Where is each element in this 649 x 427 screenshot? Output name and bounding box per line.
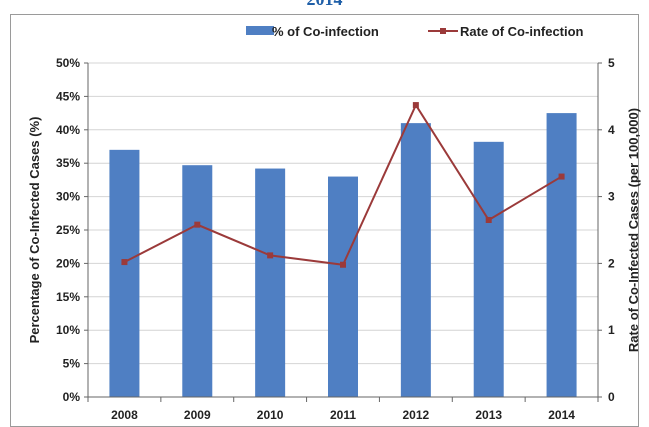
- bar-2013: [473, 141, 504, 397]
- x-tick-label: 2013: [475, 408, 502, 422]
- right-axis-title: Rate of Co-Infected Cases (per 100,000): [626, 108, 641, 352]
- rate-point-2012: [412, 102, 419, 109]
- right-tick-label: 3: [608, 190, 615, 204]
- x-tick-labels: 2008 2009 2010 2011 2012 2013 2014: [111, 408, 575, 422]
- rate-point-2011: [340, 261, 346, 268]
- left-tick-label: 25%: [56, 223, 80, 237]
- bar-2012: [400, 123, 431, 398]
- right-tick-label: 1: [608, 323, 615, 337]
- right-tick-label: 4: [608, 123, 615, 137]
- left-tick-label: 5%: [63, 357, 81, 371]
- x-tick-label: 2008: [111, 408, 138, 422]
- legend-label-line: Rate of Co-infection: [460, 24, 584, 39]
- bar-2010: [255, 168, 286, 397]
- chart-title-fragment: 2014: [0, 0, 649, 10]
- line-series: [121, 102, 565, 268]
- right-tick-label: 2: [608, 256, 615, 270]
- x-tick-label: 2011: [330, 408, 356, 422]
- rate-point-2008: [121, 259, 128, 266]
- right-y-tick-labels: 0 1 2 3 4 5: [608, 56, 615, 404]
- bar-2008: [109, 149, 140, 397]
- left-tick-label: 45%: [56, 89, 80, 103]
- x-tick-label: 2010: [257, 408, 284, 422]
- right-tick-label: 5: [608, 56, 615, 70]
- left-axis-title: Percentage of Co-Infected Cases (%): [27, 117, 42, 344]
- rate-point-2010: [267, 252, 274, 259]
- legend-swatch-bars: [246, 26, 274, 35]
- left-tick-label: 40%: [56, 123, 80, 137]
- left-tick-label: 0%: [63, 390, 81, 404]
- legend-marker-line: [440, 28, 446, 34]
- left-y-tick-labels: 0% 5% 10% 15% 20% 25% 30% 35% 40% 45% 50%: [56, 56, 80, 404]
- left-tick-label: 50%: [56, 56, 80, 70]
- rate-point-2013: [485, 216, 492, 223]
- bar-2011: [328, 176, 358, 397]
- left-tick-label: 35%: [56, 156, 80, 170]
- bar-2014: [546, 113, 577, 397]
- left-tick-label: 15%: [56, 290, 80, 304]
- rate-point-2009: [194, 221, 201, 228]
- right-tick-label: 0: [608, 390, 615, 404]
- left-tick-label: 10%: [56, 323, 80, 337]
- rate-point-2014: [558, 173, 565, 180]
- left-tick-label: 30%: [56, 190, 80, 204]
- bar-2009: [182, 165, 213, 397]
- x-tick-label: 2012: [403, 408, 430, 422]
- legend: % of Co-infection Rate of Co-infection: [246, 24, 584, 39]
- legend-label-bars: % of Co-infection: [272, 24, 379, 39]
- bar-series: [109, 113, 577, 398]
- left-tick-label: 20%: [56, 256, 80, 270]
- axes: [84, 62, 602, 402]
- x-tick-label: 2009: [184, 408, 211, 422]
- x-tick-label: 2014: [548, 408, 575, 422]
